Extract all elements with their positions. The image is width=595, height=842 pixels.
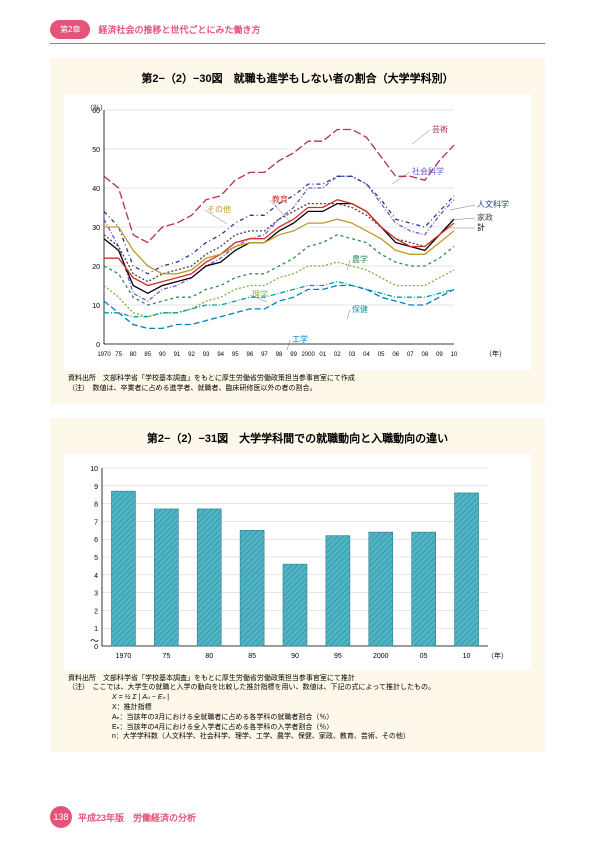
svg-text:91: 91 <box>174 352 181 358</box>
svg-text:97: 97 <box>261 352 268 358</box>
svg-text:（年）: （年） <box>487 651 508 660</box>
svg-text:95: 95 <box>232 352 239 358</box>
svg-text:10: 10 <box>92 303 100 310</box>
svg-text:40: 40 <box>92 186 100 193</box>
svg-text:2000: 2000 <box>301 352 315 358</box>
svg-text:93: 93 <box>203 352 210 358</box>
chart2-svg: 012345678910〜1970758085909520000510（年） <box>72 462 512 662</box>
svg-text:保健: 保健 <box>352 304 368 314</box>
svg-text:農学: 農学 <box>352 254 368 264</box>
svg-text:その他: その他 <box>207 204 231 214</box>
svg-text:3: 3 <box>94 590 98 597</box>
chart2-panel: 第2−（2）−31図 大学学科間での就職動向と入職動向の違い 012345678… <box>50 418 545 753</box>
svg-text:05: 05 <box>378 352 385 358</box>
chart2-notes: 資料出所 文部科学省「学校基本調査」をもとに厚生労働省労働政策担当参事官室にて推… <box>64 674 531 743</box>
svg-text:4: 4 <box>94 572 98 579</box>
svg-text:1: 1 <box>94 626 98 633</box>
svg-text:98: 98 <box>276 352 283 358</box>
svg-text:03: 03 <box>349 352 356 358</box>
svg-text:05: 05 <box>420 653 428 660</box>
svg-text:50: 50 <box>92 147 100 154</box>
svg-text:85: 85 <box>144 352 151 358</box>
svg-text:01: 01 <box>319 352 326 358</box>
svg-text:教育: 教育 <box>272 194 288 204</box>
svg-text:96: 96 <box>246 352 253 358</box>
header-rule <box>50 43 545 44</box>
svg-text:07: 07 <box>407 352 414 358</box>
svg-text:5: 5 <box>94 555 98 562</box>
svg-text:〜: 〜 <box>90 636 99 646</box>
svg-text:90: 90 <box>159 352 166 358</box>
chart1-title: 第2−（2）−30図 就職も進学もしない者の割合（大学学科別） <box>64 70 531 86</box>
svg-text:99: 99 <box>290 352 297 358</box>
svg-text:1970: 1970 <box>97 352 111 358</box>
svg-text:人文科学: 人文科学 <box>477 199 509 209</box>
svg-text:90: 90 <box>291 653 299 660</box>
svg-text:80: 80 <box>205 653 213 660</box>
svg-text:10: 10 <box>90 466 98 473</box>
svg-text:06: 06 <box>392 352 399 358</box>
svg-text:理学: 理学 <box>252 289 268 299</box>
chapter-badge: 第2章 <box>50 20 90 39</box>
svg-text:工学: 工学 <box>292 334 308 344</box>
svg-text:家政: 家政 <box>477 212 493 222</box>
svg-text:75: 75 <box>162 653 170 660</box>
svg-text:社会科学: 社会科学 <box>412 166 444 176</box>
svg-text:7: 7 <box>94 519 98 526</box>
svg-text:95: 95 <box>334 653 342 660</box>
svg-text:94: 94 <box>217 352 224 358</box>
chapter-title: 経済社会の推移と世代ごとにみた働き方 <box>98 23 260 36</box>
svg-text:2: 2 <box>94 608 98 615</box>
chart1-box: 0102030405060（％）197075808590919293949596… <box>64 94 531 370</box>
svg-text:1970: 1970 <box>116 653 132 660</box>
svg-text:85: 85 <box>248 653 256 660</box>
svg-text:80: 80 <box>130 352 137 358</box>
svg-text:計: 計 <box>477 222 485 232</box>
svg-text:04: 04 <box>363 352 370 358</box>
svg-text:8: 8 <box>94 501 98 508</box>
svg-text:30: 30 <box>92 225 100 232</box>
svg-text:75: 75 <box>115 352 122 358</box>
footer-text: 平成23年版 労働経済の分析 <box>78 811 196 824</box>
svg-text:9: 9 <box>94 483 98 490</box>
svg-text:09: 09 <box>436 352 443 358</box>
svg-text:10: 10 <box>451 352 458 358</box>
svg-text:92: 92 <box>188 352 195 358</box>
chart2-title: 第2−（2）−31図 大学学科間での就職動向と入職動向の違い <box>64 430 531 446</box>
svg-text:02: 02 <box>334 352 341 358</box>
svg-text:芸術: 芸術 <box>432 124 448 134</box>
chart1-svg: 0102030405060（％）197075808590919293949596… <box>72 102 512 362</box>
svg-text:20: 20 <box>92 264 100 271</box>
svg-text:6: 6 <box>94 537 98 544</box>
svg-text:10: 10 <box>463 653 471 660</box>
svg-text:2000: 2000 <box>373 653 389 660</box>
chart2-box: 012345678910〜1970758085909520000510（年） <box>64 454 531 670</box>
svg-text:08: 08 <box>421 352 428 358</box>
chart1-notes: 資料出所 文部科学省「学校基本調査」をもとに厚生労働省労働政策担当参事官室にて作… <box>64 374 531 394</box>
chart1-panel: 第2−（2）−30図 就職も進学もしない者の割合（大学学科別） 01020304… <box>50 58 545 404</box>
svg-text:0: 0 <box>96 342 100 349</box>
page-footer: 138 平成23年版 労働経済の分析 <box>50 806 196 828</box>
svg-text:（年）: （年） <box>485 349 506 358</box>
page-number: 138 <box>50 806 72 828</box>
